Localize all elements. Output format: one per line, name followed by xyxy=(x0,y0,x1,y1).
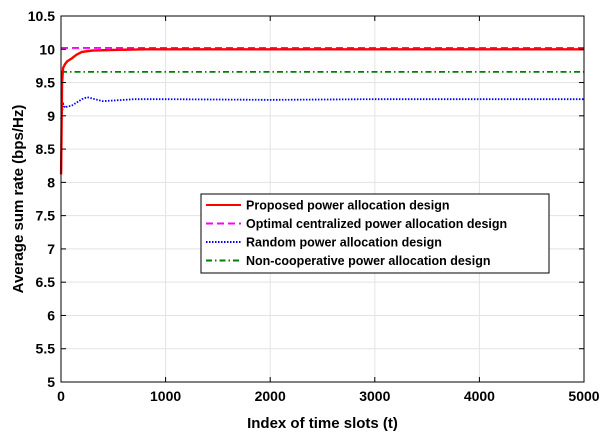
y-tick-label: 5 xyxy=(47,374,55,390)
plot-frame xyxy=(60,15,585,383)
legend-label-1: Proposed power allocation design xyxy=(246,199,450,213)
series-line-3 xyxy=(60,96,584,120)
y-tick-label: 8 xyxy=(47,174,55,190)
y-tick-label: 5.5 xyxy=(36,341,56,357)
y-tick-label: 7 xyxy=(47,241,55,257)
x-axis-label: Index of time slots (t) xyxy=(247,415,398,432)
y-tick-label: 9 xyxy=(47,108,55,124)
y-axis-label: Average sum rate (bps/Hz) xyxy=(10,105,27,294)
series-layer xyxy=(59,47,584,175)
y-tick-label: 9.5 xyxy=(36,75,56,91)
x-tick-label: 2000 xyxy=(255,388,286,404)
y-tick-label: 8.5 xyxy=(36,141,56,157)
legend: Proposed power allocation design Optimal … xyxy=(200,193,550,274)
legend-label-3: Random power allocation design xyxy=(246,236,442,250)
series-line-1 xyxy=(59,48,584,175)
legend-items: Proposed power allocation design Optimal … xyxy=(206,199,507,268)
legend-box xyxy=(200,193,550,274)
legend-label-4: Non-cooperative power allocation design xyxy=(246,254,490,268)
y-tick-label: 10.5 xyxy=(28,8,55,24)
x-tick-label: 0 xyxy=(57,388,65,404)
x-tick-label: 1000 xyxy=(150,388,181,404)
ticks: 0 1000 2000 3000 4000 5000 5 5.5 6 6.5 7 7.5 8 8.5 9 9.… xyxy=(28,8,600,404)
x-tick-label: 3000 xyxy=(359,388,390,404)
legend-label-2: Optimal centralized power allocation des… xyxy=(246,217,507,231)
y-tick-label: 6 xyxy=(47,307,55,323)
x-tick-label: 5000 xyxy=(568,388,599,404)
y-tick-label: 10 xyxy=(39,41,55,57)
y-tick-label: 7.5 xyxy=(36,208,56,224)
y-tick-label: 6.5 xyxy=(36,274,56,290)
x-tick-label: 4000 xyxy=(464,388,495,404)
